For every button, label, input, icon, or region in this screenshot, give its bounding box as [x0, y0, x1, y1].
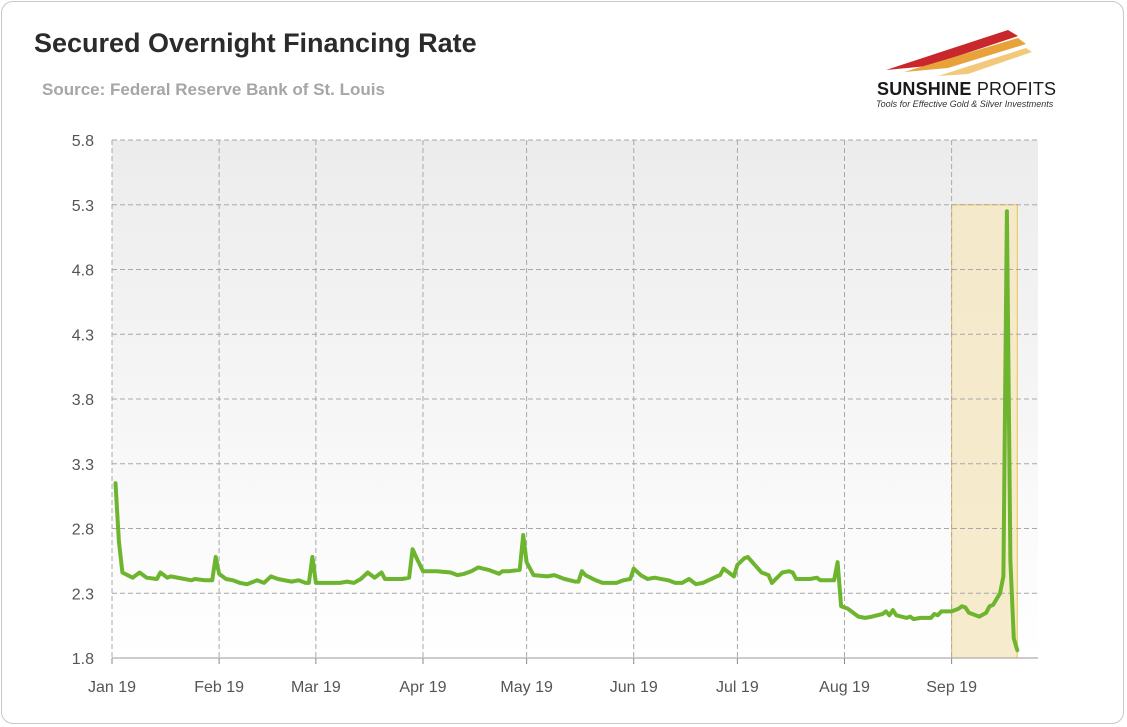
y-tick-label: 5.8 — [72, 133, 94, 150]
x-tick-label: Jul 19 — [716, 679, 759, 696]
chart-title: Secured Overnight Financing Rate — [34, 28, 477, 58]
y-tick-label: 2.3 — [72, 586, 94, 603]
y-tick-label: 3.8 — [72, 392, 94, 409]
y-tick-label: 5.3 — [72, 198, 94, 215]
x-tick-label: Jun 19 — [610, 679, 658, 696]
x-tick-label: Sep 19 — [926, 679, 977, 696]
logo-swoosh-icon — [886, 30, 1032, 76]
x-tick-label: Mar 19 — [291, 679, 341, 696]
y-tick-label: 3.3 — [72, 457, 94, 474]
y-tick-label: 1.8 — [72, 651, 94, 668]
x-tick-label: Aug 19 — [819, 679, 870, 696]
y-tick-label: 4.8 — [72, 263, 94, 280]
logo-brand: SUNSHINE PROFITS — [877, 79, 1056, 100]
y-tick-label: 4.3 — [72, 327, 94, 344]
logo-brand-bold: SUNSHINE — [877, 79, 972, 99]
series-line — [113, 209, 1020, 653]
logo-brand-light: PROFITS — [971, 79, 1057, 99]
x-tick-label: Apr 19 — [399, 679, 446, 696]
y-tick-label: 2.8 — [72, 522, 94, 539]
chart-source: Source: Federal Reserve Bank of St. Loui… — [42, 80, 385, 99]
x-tick-label: Jan 19 — [88, 679, 136, 696]
x-tick-label: May 19 — [500, 679, 553, 696]
sunshine-profits-logo: SUNSHINE PROFITS Tools for Effective Gol… — [868, 22, 1068, 112]
logo-tagline: Tools for Effective Gold & Silver Invest… — [876, 99, 1054, 109]
x-tick-label: Feb 19 — [194, 679, 244, 696]
